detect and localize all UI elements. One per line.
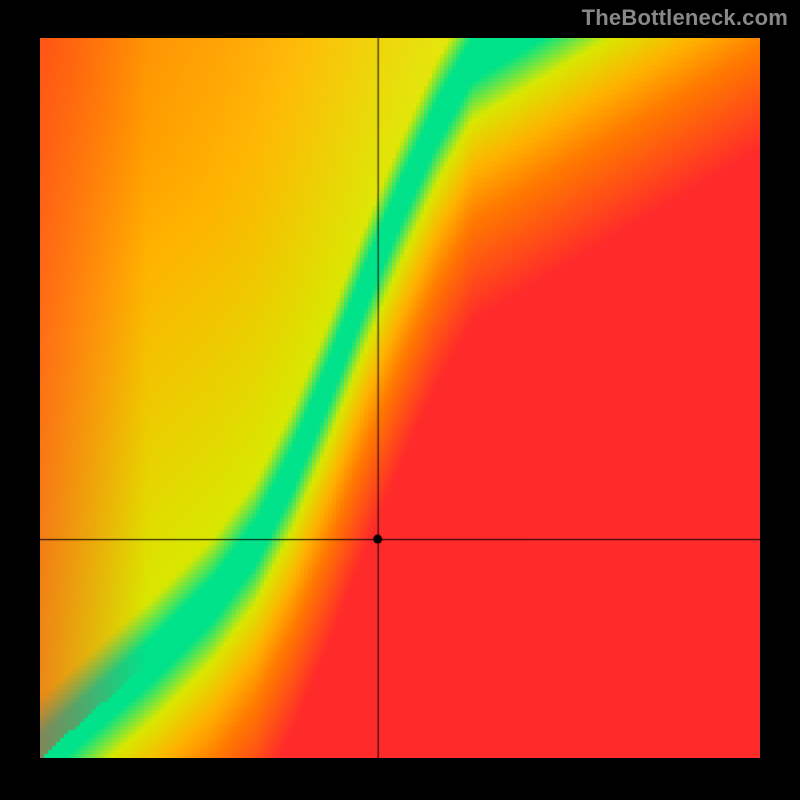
watermark-text: TheBottleneck.com [582, 5, 788, 31]
plot-area [40, 38, 760, 758]
crosshair-overlay [40, 38, 760, 758]
